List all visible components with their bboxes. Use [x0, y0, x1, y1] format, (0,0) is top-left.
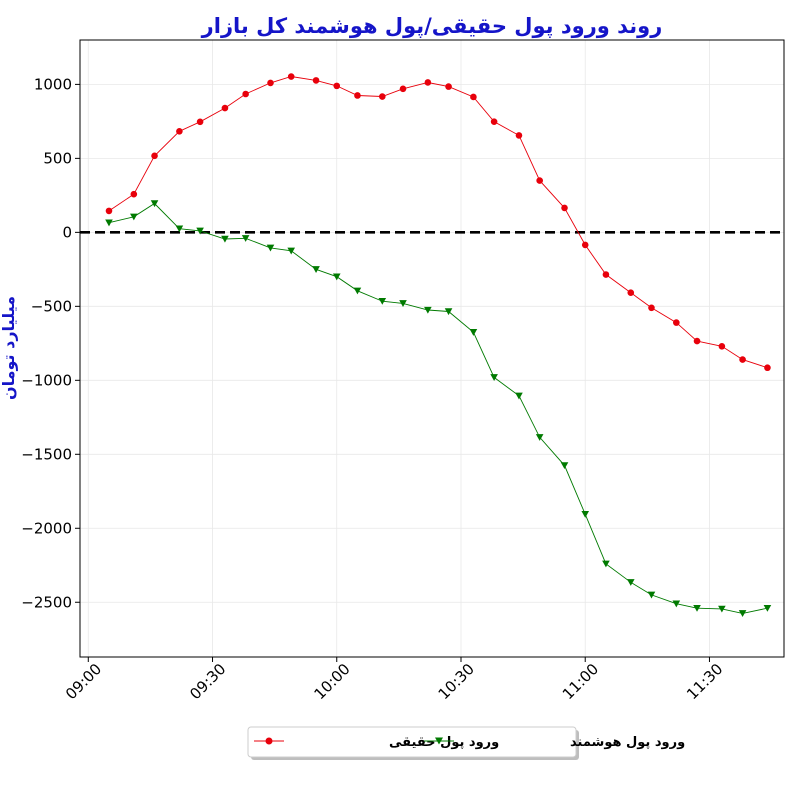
data-point [693, 337, 701, 345]
data-point [626, 579, 635, 586]
series-real [105, 73, 771, 372]
legend-smart-marker [435, 737, 443, 745]
data-point [515, 132, 523, 139]
data-point [196, 118, 204, 126]
data-point [581, 241, 589, 249]
data-point [378, 297, 387, 305]
data-point [221, 235, 229, 243]
data-point [287, 73, 295, 80]
data-point [399, 300, 407, 307]
series-line [108, 202, 768, 614]
data-point [718, 605, 726, 613]
data-point [379, 93, 386, 100]
y-tick-label: −500 [31, 297, 72, 315]
data-point [515, 392, 523, 400]
data-point [764, 364, 771, 372]
data-point [470, 93, 477, 101]
data-point [535, 434, 544, 441]
y-tick-label: −2000 [21, 519, 72, 537]
data-point [672, 600, 681, 608]
data-point [312, 77, 320, 84]
data-point [561, 204, 568, 212]
data-point [176, 127, 183, 135]
data-point [490, 374, 498, 381]
y-tick-label: −2500 [21, 593, 72, 611]
data-point [150, 200, 159, 208]
data-point [242, 90, 249, 98]
data-point [469, 329, 478, 336]
data-point [221, 104, 229, 112]
data-point [718, 342, 726, 350]
data-point [647, 591, 656, 599]
series-smart [105, 200, 772, 617]
data-point [560, 462, 569, 469]
data-point [673, 319, 680, 326]
data-point [241, 235, 250, 242]
series-group [105, 73, 772, 617]
y-tick-label: 1000 [34, 75, 72, 93]
data-point [105, 207, 113, 215]
data-point [130, 190, 138, 198]
data-point [763, 604, 772, 612]
data-point [312, 266, 320, 273]
data-point [332, 273, 341, 281]
series-line [108, 76, 768, 369]
data-point [602, 271, 610, 278]
legend: ورود پول حقیقی ورود پول هوشمند [247, 726, 685, 760]
legend-real-label: ورود پول حقیقی [389, 735, 499, 750]
data-point [267, 79, 274, 87]
data-point [130, 213, 138, 221]
y-tick-label: 500 [43, 149, 72, 167]
data-point [602, 560, 610, 568]
data-point [445, 83, 452, 90]
data-point [444, 308, 453, 316]
data-point [693, 604, 701, 612]
data-point [151, 152, 158, 160]
legend-smart-label: ورود پول هوشمند [570, 735, 685, 750]
data-point [738, 610, 747, 617]
y-tick-label: −1500 [21, 445, 72, 463]
data-point [353, 287, 362, 295]
data-point [266, 244, 275, 252]
data-point [424, 79, 432, 86]
data-point [627, 289, 635, 297]
data-point [536, 177, 543, 184]
legend-real-marker [265, 737, 273, 745]
data-point [424, 306, 432, 314]
data-point [490, 118, 498, 125]
grid [80, 40, 784, 657]
legend-box [247, 726, 577, 758]
data-point [739, 356, 746, 363]
data-point [196, 227, 204, 235]
data-point [354, 92, 361, 99]
chart-title: روند ورود پول حقیقی/پول هوشمند کل بازار [201, 14, 663, 38]
data-point [399, 85, 407, 93]
y-tick-label: 0 [62, 223, 72, 241]
data-point [333, 82, 341, 90]
data-point [648, 304, 655, 312]
data-point [105, 219, 113, 227]
data-point [581, 511, 590, 518]
data-point [175, 225, 184, 233]
y-axis-label: میلیارد تومان [0, 296, 18, 400]
y-tick-label: −1000 [21, 371, 72, 389]
data-point [287, 247, 295, 255]
plot-frame [79, 39, 785, 658]
